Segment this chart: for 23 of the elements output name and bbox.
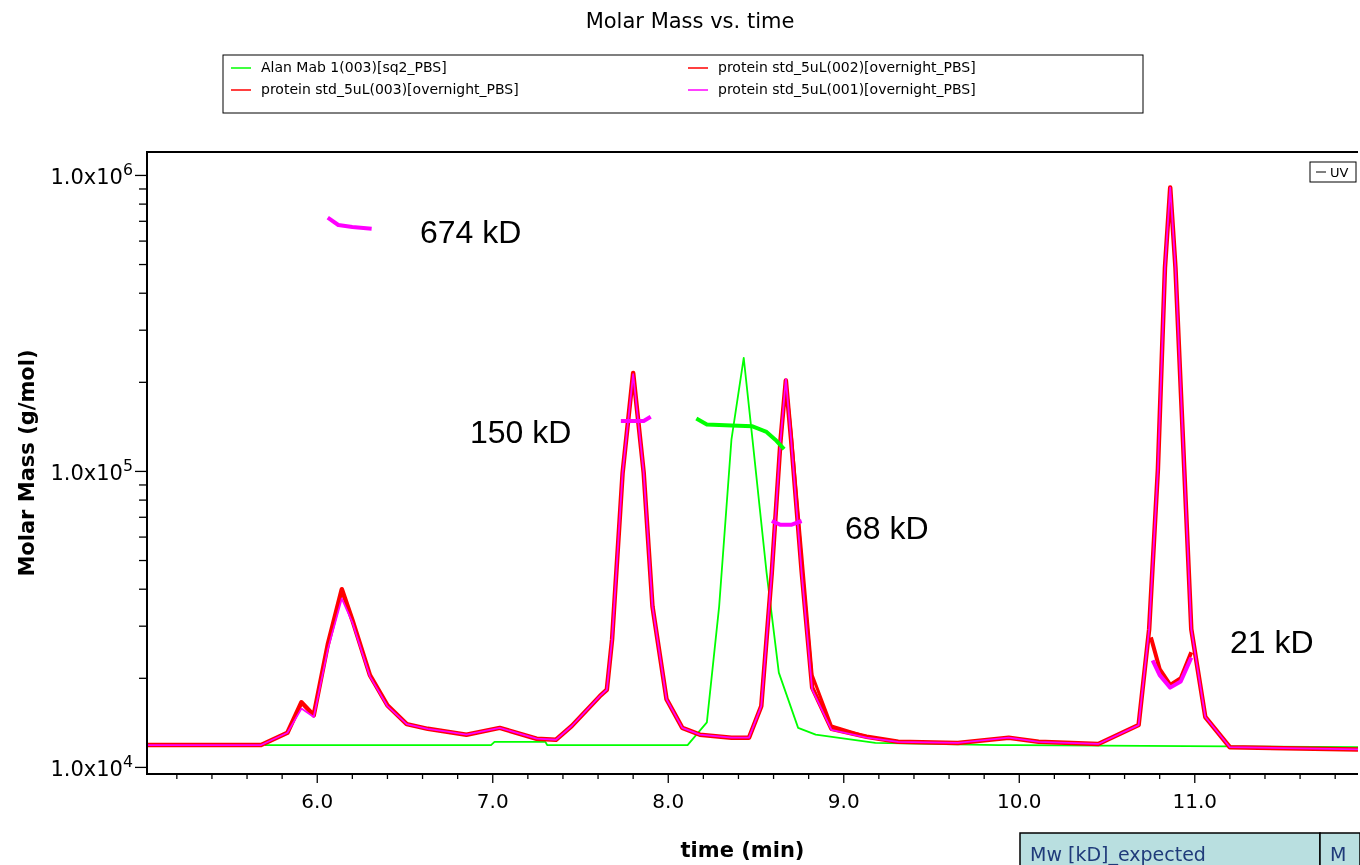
text: Mw [kD]_expected [1030,843,1206,865]
y-tick-label: 1.0x10$^{4}$ [50,751,133,782]
x-tick-label: 10.0 [997,789,1042,813]
legend-label: Alan Mab 1(003)[sq2_PBS] [261,59,447,75]
x-tick-label: 6.0 [301,789,334,813]
y-tick-label: 1.0x10$^{5}$ [50,455,133,486]
annotation: UV [1330,165,1349,180]
x-tick-label: 7.0 [476,789,509,813]
annotation: 150 kD [470,414,572,450]
y-axis-title: Molar Mass (g/mol) [15,349,39,577]
legend-label: protein std_5uL(003)[overnight_PBS] [261,81,519,97]
y-tick-label: 1.0x10$^{6}$ [50,159,133,190]
x-axis-title: time (min) [680,838,805,862]
chart-title: Molar Mass vs. time [585,9,795,33]
annotation: 21 kD [1230,624,1314,660]
legend-label: protein std_5uL(001)[overnight_PBS] [718,81,976,97]
legend-label: protein std_5uL(002)[overnight_PBS] [718,59,976,75]
annotation: 68 kD [845,510,929,546]
x-tick-label: 8.0 [652,789,685,813]
x-tick-label: 11.0 [1172,789,1218,813]
text: M [1330,843,1347,865]
annotation: 674 kD [420,214,522,250]
x-tick-label: 9.0 [827,789,860,813]
